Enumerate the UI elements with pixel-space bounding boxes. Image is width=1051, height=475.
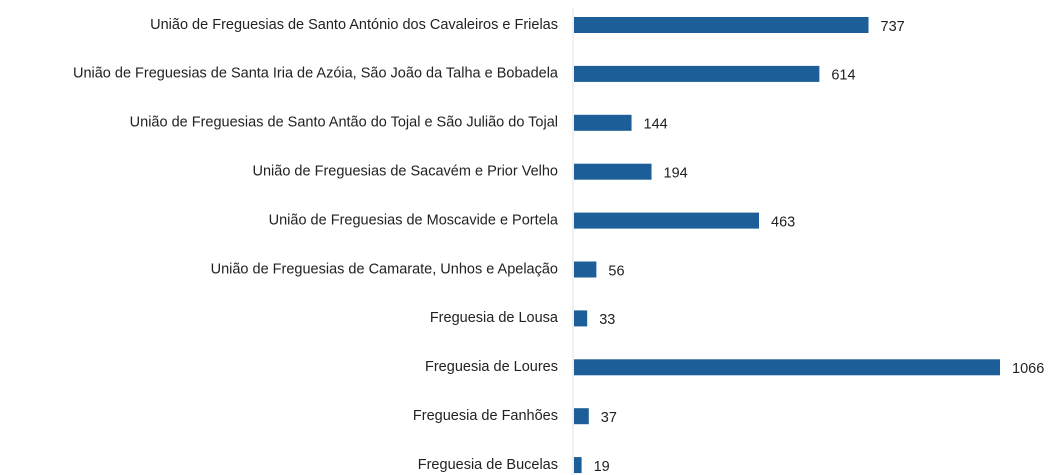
category-label: Freguesia de Bucelas xyxy=(418,457,558,473)
category-label: Freguesia de Lousa xyxy=(430,310,559,326)
value-label: 144 xyxy=(644,117,668,133)
value-label: 33 xyxy=(599,312,615,328)
category-label: União de Freguesias de Camarate, Unhos e… xyxy=(211,261,558,277)
bar xyxy=(574,310,588,327)
value-label: 56 xyxy=(608,263,624,279)
bar xyxy=(574,212,760,229)
bar xyxy=(574,359,1000,376)
value-label: 737 xyxy=(881,19,905,35)
category-label: União de Freguesias de Sacavém e Prior V… xyxy=(253,164,558,180)
bar xyxy=(574,65,820,82)
category-label: Freguesia de Fanhões xyxy=(413,408,558,424)
category-label: União de Freguesias de Santo António dos… xyxy=(150,17,558,33)
value-label: 614 xyxy=(831,68,855,84)
bar xyxy=(574,163,652,180)
bar xyxy=(574,17,869,33)
value-label: 19 xyxy=(594,459,610,475)
value-label: 194 xyxy=(664,166,688,182)
category-label: União de Freguesias de Santa Iria de Azó… xyxy=(73,66,559,82)
category-label: Freguesia de Loures xyxy=(425,359,558,375)
category-label: União de Freguesias de Moscavide e Porte… xyxy=(269,212,559,228)
category-label: União de Freguesias de Santo Antão do To… xyxy=(130,115,558,131)
value-label: 37 xyxy=(601,410,617,426)
bar xyxy=(574,457,582,474)
bar xyxy=(574,408,589,425)
bar xyxy=(574,261,597,278)
bar xyxy=(574,114,632,131)
value-label: 463 xyxy=(771,214,795,230)
value-label: 1066 xyxy=(1012,361,1044,377)
